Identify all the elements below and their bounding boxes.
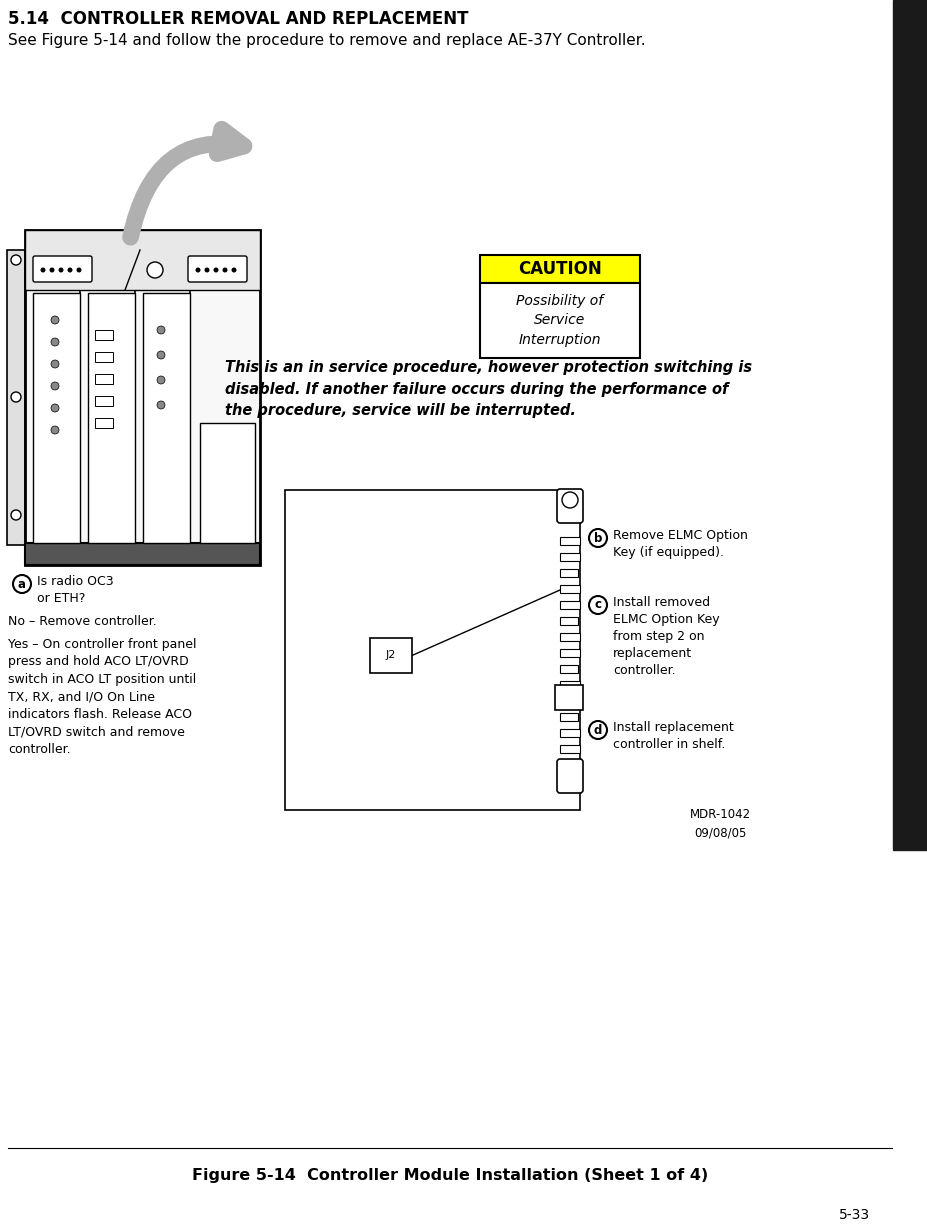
Circle shape [51,360,59,368]
Circle shape [51,426,59,433]
Bar [88,293,134,543]
Text: Install removed
ELMC Option Key
from step 2 on
replacement
controller.: Install removed ELMC Option Key from ste… [613,596,718,677]
Text: Yes – On controller front panel
press and hold ACO LT/OVRD
switch in ACO LT posi: Yes – On controller front panel press an… [8,639,197,756]
Text: Possibility of
Service
Interruption: Possibility of Service Interruption [516,293,603,348]
Text: 5-33: 5-33 [839,1208,870,1222]
Bar [559,745,579,753]
Bar [559,713,578,721]
Bar [559,666,578,673]
Text: b: b [593,532,602,544]
Circle shape [589,529,606,546]
Circle shape [51,382,59,391]
Bar [95,375,113,384]
Text: d: d [593,723,602,737]
Text: Remove ELMC Option
Key (if equipped).: Remove ELMC Option Key (if equipped). [613,529,747,559]
Bar [559,682,579,689]
Circle shape [562,492,578,508]
FancyBboxPatch shape [556,489,582,523]
Bar [479,255,640,282]
Bar [95,418,113,429]
Text: Figure 5-14  Controller Module Installation (Sheet 1 of 4): Figure 5-14 Controller Module Installati… [192,1168,707,1183]
Circle shape [231,268,236,273]
Bar [95,352,113,362]
Circle shape [41,268,45,273]
Circle shape [11,255,21,265]
Text: a: a [18,577,26,591]
Circle shape [49,268,55,273]
Bar [559,600,579,609]
Bar [479,282,640,359]
Circle shape [11,392,21,402]
Text: Is radio OC3
or ETH?: Is radio OC3 or ETH? [37,575,113,605]
Text: J2: J2 [386,651,396,661]
Circle shape [157,325,165,334]
Bar [7,251,25,545]
Bar [559,761,578,769]
Circle shape [11,510,21,519]
Circle shape [589,721,606,739]
Circle shape [51,338,59,346]
Text: CAUTION: CAUTION [517,260,602,278]
FancyArrowPatch shape [131,129,244,237]
Circle shape [157,351,165,359]
Bar [25,543,260,565]
Bar [559,537,579,545]
Circle shape [196,268,200,273]
Bar [33,293,80,543]
Bar [559,632,579,641]
Circle shape [76,268,82,273]
Bar [559,777,579,785]
Bar [25,230,260,565]
Text: c: c [594,598,601,612]
Circle shape [589,596,606,614]
Circle shape [157,376,165,384]
Text: See Figure 5-14 and follow the procedure to remove and replace AE-37Y Controller: See Figure 5-14 and follow the procedure… [8,33,645,48]
Text: No – Remove controller.: No – Remove controller. [8,615,157,628]
Text: This is an in service procedure, however protection switching is
disabled. If an: This is an in service procedure, however… [224,360,751,419]
Bar [25,230,260,290]
Bar [559,616,578,625]
Bar [143,293,190,543]
Bar [559,553,579,561]
Text: 5.14  CONTROLLER REMOVAL AND REPLACEMENT: 5.14 CONTROLLER REMOVAL AND REPLACEMENT [8,10,468,28]
Text: Install replacement
controller in shelf.: Install replacement controller in shelf. [613,721,733,752]
Circle shape [213,268,218,273]
FancyBboxPatch shape [33,255,92,282]
Circle shape [58,268,63,273]
Bar [559,698,579,705]
Bar [95,395,113,406]
Circle shape [146,262,163,278]
Bar [200,422,255,543]
Circle shape [222,268,227,273]
Circle shape [157,402,165,409]
FancyBboxPatch shape [556,759,582,793]
FancyBboxPatch shape [188,255,247,282]
Bar [285,490,579,810]
Circle shape [13,575,31,593]
Text: MDR-1042
09/08/05: MDR-1042 09/08/05 [689,808,750,839]
Bar [559,650,579,657]
Bar [95,330,113,340]
Bar [559,585,579,593]
Circle shape [68,268,72,273]
Circle shape [204,268,210,273]
Bar [554,685,582,710]
Bar [559,569,578,577]
Bar [892,0,927,850]
Circle shape [51,316,59,324]
Bar [559,729,579,737]
Circle shape [51,404,59,413]
Bar [370,639,412,673]
